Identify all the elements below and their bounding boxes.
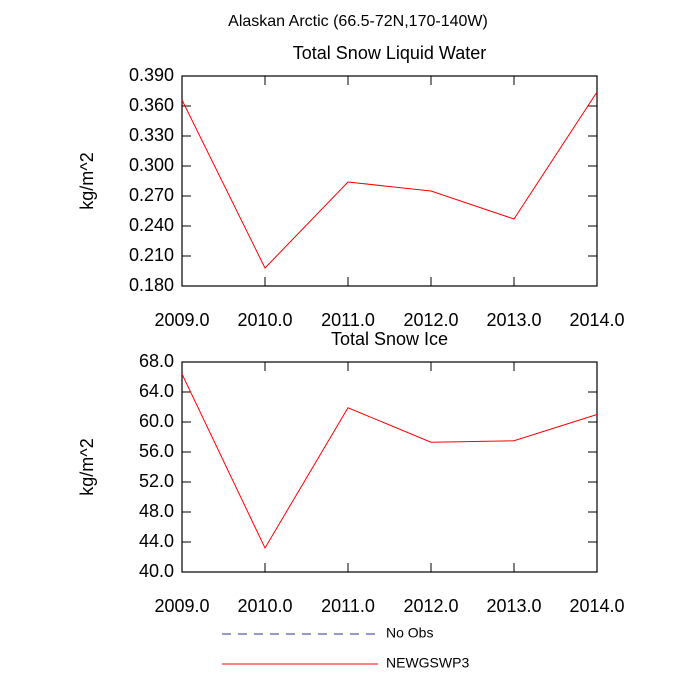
legend-label: No Obs xyxy=(386,625,433,641)
legend-label: NEWGSWP3 xyxy=(386,655,469,671)
x-tick-label: 2009.0 xyxy=(154,310,209,330)
y-tick-label: 0.180 xyxy=(129,275,174,295)
x-tick-label: 2010.0 xyxy=(237,310,292,330)
y-tick-label: 48.0 xyxy=(139,501,174,521)
y-tick-label: 0.330 xyxy=(129,125,174,145)
x-tick-label: 2011.0 xyxy=(321,310,375,330)
x-tick-label: 2010.0 xyxy=(237,596,292,616)
x-tick-label: 2009.0 xyxy=(154,596,209,616)
y-tick-label: 40.0 xyxy=(139,561,174,581)
y-tick-label: 44.0 xyxy=(139,531,174,551)
panel-title: Total Snow Liquid Water xyxy=(293,43,486,63)
y-tick-label: 52.0 xyxy=(139,471,174,491)
y-tick-label: 0.270 xyxy=(129,185,174,205)
x-tick-label: 2011.0 xyxy=(321,596,375,616)
y-axis-label: kg/m^2 xyxy=(77,152,97,209)
x-tick-label: 2013.0 xyxy=(486,310,541,330)
x-tick-label: 2012.0 xyxy=(403,596,458,616)
page-title: Alaskan Arctic (66.5-72N,170-140W) xyxy=(228,13,488,30)
x-tick-label: 2012.0 xyxy=(403,310,458,330)
plot-frame xyxy=(181,361,598,573)
x-tick-label: 2014.0 xyxy=(569,310,624,330)
y-tick-label: 68.0 xyxy=(139,351,174,371)
y-tick-label: 0.300 xyxy=(129,155,174,175)
plot-frame xyxy=(181,75,598,287)
x-tick-label: 2014.0 xyxy=(569,596,624,616)
panel-title: Total Snow Ice xyxy=(331,329,448,349)
x-tick-label: 2013.0 xyxy=(486,596,541,616)
y-tick-label: 0.210 xyxy=(129,245,174,265)
y-tick-label: 0.240 xyxy=(129,215,174,235)
y-axis-label: kg/m^2 xyxy=(77,438,97,495)
y-tick-label: 56.0 xyxy=(139,441,174,461)
y-tick-label: 60.0 xyxy=(139,411,174,431)
y-tick-label: 0.390 xyxy=(129,65,174,85)
y-tick-label: 0.360 xyxy=(129,95,174,115)
y-tick-label: 64.0 xyxy=(139,381,174,401)
data-line xyxy=(181,373,598,550)
data-line xyxy=(181,91,598,269)
